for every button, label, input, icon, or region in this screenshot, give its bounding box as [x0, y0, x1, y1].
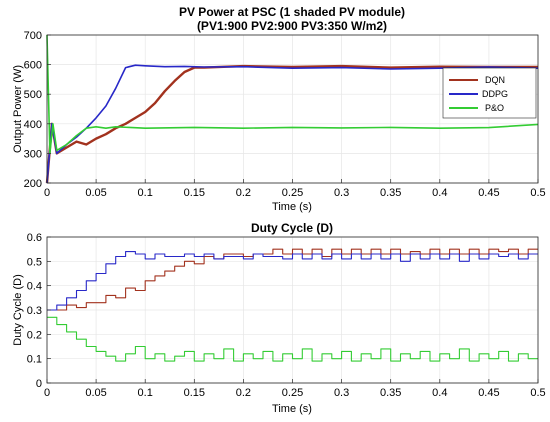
top-x-tick-label: 0.05 — [85, 187, 106, 199]
bottom-x-tick-label: 0.45 — [478, 387, 499, 399]
bottom-y-tick-label: 0.6 — [27, 232, 42, 244]
bottom-plot-ticks: 0 0.05 0.1 0.15 0.2 0.25 0.3 0.35 0.4 0.45 0.5 0 0.1… — [27, 232, 546, 399]
top-y-tick-label: 700 — [24, 30, 42, 42]
top-x-tick-label: 0.1 — [138, 187, 153, 199]
top-plot-ticks: 0 0.05 0.1 0.15 0.2 0.25 0.3 0.35 0.4 0.45 0.5 200 3… — [24, 30, 546, 199]
bottom-y-tick-label: 0.5 — [27, 256, 42, 268]
top-series-line-po — [46, 34, 539, 155]
bottom-plot-series — [47, 248, 538, 362]
top-x-tick-label: 0.25 — [282, 187, 303, 199]
bottom-y-tick-label: 0.4 — [27, 281, 42, 293]
bottom-x-tick-label: 0.1 — [138, 387, 153, 399]
bottom-y-axis-label: Duty Cycle (D) — [12, 274, 24, 346]
top-x-tick-label: 0 — [44, 187, 50, 199]
top-x-tick-label: 0.15 — [184, 187, 205, 199]
top-x-tick-label: 0.35 — [380, 187, 401, 199]
bottom-x-tick-label: 0.3 — [334, 387, 349, 399]
legend-label-po: P&O — [485, 103, 504, 113]
legend-label-ddpg: DDPG — [482, 89, 508, 99]
bottom-x-tick-label: 0.05 — [85, 387, 106, 399]
bottom-y-tick-label: 0.3 — [27, 305, 42, 317]
legend-label-dqn: DQN — [485, 75, 505, 85]
top-y-axis-label: Output Power (W) — [12, 65, 24, 153]
bottom-x-axis-label: Time (s) — [272, 403, 312, 415]
bottom-series-line-ddpg — [47, 251, 538, 311]
bottom-x-tick-label: 0.4 — [432, 387, 447, 399]
top-plot-series — [45, 34, 539, 184]
bottom-x-tick-label: 0.15 — [184, 387, 205, 399]
top-series-line-dqn — [45, 64, 538, 184]
bottom-x-tick-label: 0.25 — [282, 387, 303, 399]
bottom-chart-title: Duty Cycle (D) — [251, 221, 333, 235]
top-y-tick-label: 200 — [24, 178, 42, 190]
bottom-y-tick-label: 0 — [36, 378, 42, 390]
top-x-axis-label: Time (s) — [272, 201, 312, 213]
top-y-tick-label: 500 — [24, 89, 42, 101]
top-chart-subtitle: (PV1:900 PV2:900 PV3:350 W/m2) — [197, 19, 387, 33]
top-y-tick-label: 600 — [24, 60, 42, 72]
bottom-x-tick-label: 0.35 — [380, 387, 401, 399]
top-chart-title: PV Power at PSC (1 shaded PV module) — [179, 5, 405, 19]
bottom-x-tick-label: 0.2 — [236, 387, 251, 399]
bottom-y-tick-label: 0.2 — [27, 329, 42, 341]
top-y-tick-label: 300 — [24, 148, 42, 160]
legend: DQN DDPG P&O — [442, 67, 537, 119]
bottom-x-tick-label: 0.5 — [530, 387, 545, 399]
top-x-tick-label: 0.3 — [334, 187, 349, 199]
bottom-y-tick-label: 0.1 — [27, 354, 42, 366]
top-x-tick-label: 0.4 — [432, 187, 447, 199]
top-x-tick-label: 0.5 — [530, 187, 545, 199]
bottom-x-tick-label: 0 — [44, 387, 50, 399]
top-y-tick-label: 400 — [24, 119, 42, 131]
top-x-tick-label: 0.45 — [478, 187, 499, 199]
top-x-tick-label: 0.2 — [236, 187, 251, 199]
bottom-series-line-dqn — [47, 248, 538, 311]
bottom-series-line-po — [47, 316, 538, 362]
